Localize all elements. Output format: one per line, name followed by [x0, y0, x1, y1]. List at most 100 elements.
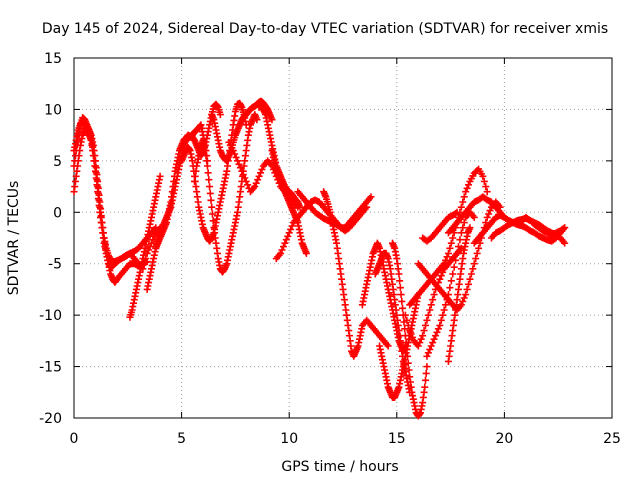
- data-point-marker: [281, 239, 289, 247]
- data-point-marker: [239, 171, 247, 179]
- data-point-marker: [424, 311, 432, 319]
- x-tick-label: 5: [177, 431, 186, 447]
- data-point-marker: [152, 224, 160, 232]
- data-point-marker: [442, 301, 450, 309]
- tick-labels: 0 5 10 15 20 25 -20 -15 -10 -5 0 5 10 15: [39, 51, 621, 447]
- data-point-marker: [460, 193, 468, 201]
- y-tick-label: 0: [53, 205, 62, 221]
- data-point-marker: [453, 208, 461, 216]
- data-point-marker: [423, 363, 431, 371]
- data-point-marker: [284, 232, 292, 240]
- data-point-marker: [401, 311, 409, 319]
- data-point-marker: [444, 291, 452, 299]
- data-point-marker: [559, 225, 567, 233]
- data-point-marker: [257, 169, 265, 177]
- data-point-marker: [277, 249, 285, 257]
- data-point-marker: [208, 203, 216, 211]
- data-point-marker: [427, 342, 435, 350]
- data-point-marker: [457, 229, 465, 237]
- data-point-marker: [288, 222, 296, 230]
- data-point-marker: [449, 234, 457, 242]
- data-point-marker: [466, 224, 474, 232]
- data-point-marker: [208, 210, 216, 218]
- data-point-marker: [479, 172, 487, 180]
- x-tick-label: 0: [70, 431, 79, 447]
- y-axis-label: SDTVAR / TECUs: [6, 181, 22, 296]
- y-tick-label: -15: [39, 360, 62, 376]
- data-point-marker: [450, 263, 458, 271]
- data-point-marker: [467, 270, 475, 278]
- data-point-marker: [421, 383, 429, 391]
- plot-border: [73, 57, 613, 419]
- data-point-marker: [399, 304, 407, 312]
- data-point-marker: [443, 253, 451, 261]
- data-point-marker: [470, 213, 478, 221]
- data-point-marker: [465, 280, 473, 288]
- data-point-marker: [430, 291, 438, 299]
- data-point-marker: [384, 342, 392, 350]
- data-point-marker: [459, 198, 467, 206]
- data-point-marker: [427, 301, 435, 309]
- data-point-marker: [398, 297, 406, 305]
- data-point-marker: [447, 239, 455, 247]
- data-point-marker: [414, 342, 422, 350]
- data-point-marker: [459, 224, 467, 232]
- data-point-marker: [296, 203, 304, 211]
- data-point-marker: [268, 116, 276, 124]
- data-point-marker: [204, 169, 212, 177]
- y-tick-label: -20: [39, 411, 62, 427]
- data-point-marker: [367, 193, 375, 201]
- data-point-marker: [475, 244, 483, 252]
- data-point-marker: [278, 246, 286, 254]
- data-point-marker: [405, 366, 413, 374]
- data-point-marker: [466, 275, 474, 283]
- data-point-marker: [279, 243, 287, 251]
- data-point-marker: [396, 284, 404, 292]
- data-point-marker: [147, 239, 155, 247]
- data-series: [423, 208, 478, 360]
- data-point-marker: [433, 328, 441, 336]
- data-point-marker: [241, 174, 249, 182]
- data-point-marker: [452, 256, 460, 264]
- data-point-marker: [462, 291, 470, 299]
- data-point-marker: [229, 147, 237, 155]
- data-point-marker: [446, 284, 454, 292]
- data-series: [419, 208, 461, 245]
- data-point-marker: [396, 277, 404, 285]
- data-point-marker: [402, 339, 410, 347]
- data-point-marker: [417, 335, 425, 343]
- data-point-marker: [238, 167, 246, 175]
- data-point-marker: [469, 265, 477, 273]
- data-point-marker: [486, 207, 494, 215]
- data-point-marker: [436, 321, 444, 329]
- data-point-marker: [205, 176, 213, 184]
- data-point-marker: [244, 181, 252, 189]
- data-point-marker: [92, 162, 100, 170]
- data-point-marker: [429, 296, 437, 304]
- data-series: [126, 172, 164, 321]
- data-point-marker: [420, 327, 428, 335]
- data-point-marker: [457, 203, 465, 211]
- data-point-marker: [434, 325, 442, 333]
- data-point-marker: [452, 209, 460, 217]
- data-point-marker: [209, 217, 217, 225]
- data-point-marker: [203, 162, 211, 170]
- data-point-marker: [440, 260, 448, 268]
- data-point-marker: [242, 177, 250, 185]
- data-point-marker: [253, 116, 261, 124]
- data-point-marker: [463, 285, 471, 293]
- data-point-marker: [423, 316, 431, 324]
- data-point-marker: [206, 183, 214, 191]
- data-point-marker: [421, 376, 429, 384]
- data-point-marker: [403, 316, 411, 324]
- data-point-marker: [235, 160, 243, 168]
- x-axis-label: GPS time / hours: [281, 459, 398, 475]
- data-point-marker: [207, 196, 215, 204]
- data-series: [487, 214, 569, 247]
- data-point-marker: [216, 111, 224, 119]
- data-point-marker: [472, 255, 480, 263]
- data-series: [191, 111, 261, 276]
- data-points: [70, 97, 569, 420]
- data-series: [401, 244, 465, 350]
- data-point-marker: [404, 321, 412, 329]
